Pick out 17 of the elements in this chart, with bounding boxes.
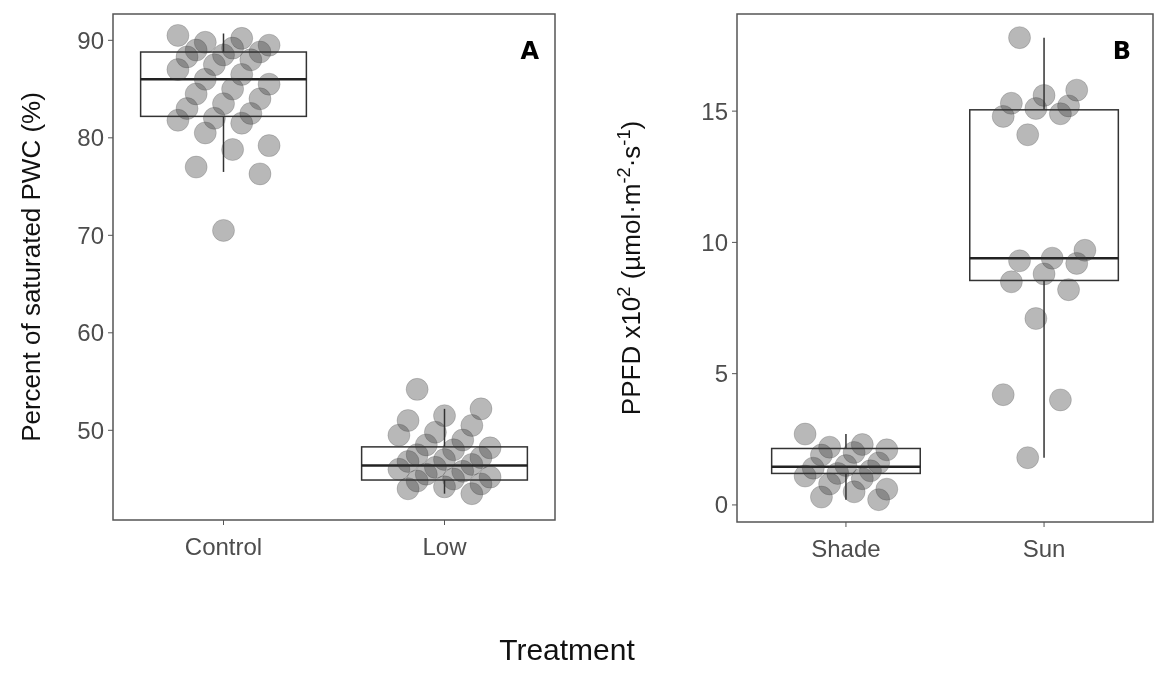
y-tick-label: 0 — [714, 491, 728, 519]
y-tick-label: 10 — [701, 228, 728, 256]
y-tick-label: 50 — [77, 416, 104, 444]
y-tick-label: 5 — [714, 360, 728, 388]
y-tick-label: 70 — [77, 221, 104, 249]
x-tick-label: Control — [184, 533, 263, 560]
y-tick-label: 15 — [701, 97, 728, 125]
y-tick-label: 60 — [77, 319, 104, 347]
x-axis-title: Treatment — [499, 633, 636, 666]
annotation: B — [1112, 37, 1131, 65]
y-tick-label: 90 — [77, 26, 104, 54]
x-tick-label: Low — [422, 533, 468, 560]
y-tick-label: 80 — [77, 124, 104, 152]
y-axis-title: Percent of saturated PWC (%) — [16, 92, 46, 442]
annotation: A — [520, 37, 540, 65]
x-tick-label: Shade — [811, 535, 881, 562]
x-tick-label: Sun — [1022, 535, 1066, 562]
